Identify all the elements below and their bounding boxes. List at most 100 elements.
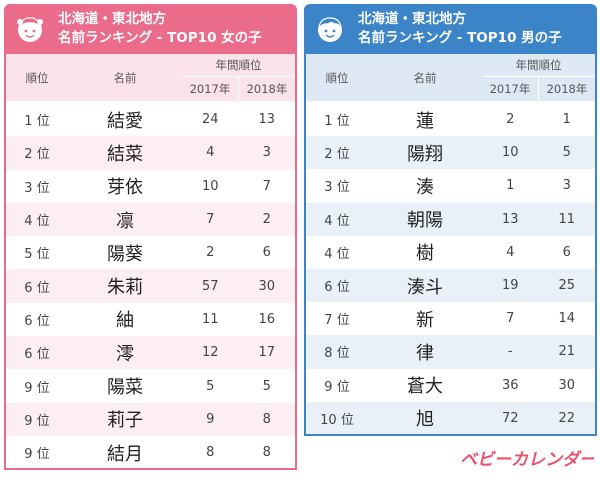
yearly-rank-header-group: 年間順位 2017年 2018年 xyxy=(482,54,595,101)
name-cell: 湊 xyxy=(416,176,434,198)
rank-cell: 1 位 xyxy=(24,114,50,130)
name-cell: 新 xyxy=(416,309,434,331)
girls-column-headers: 順位 名前 年間順位 2017年 2018年 xyxy=(6,54,295,103)
year-2018-header: 2018年 xyxy=(546,82,588,96)
name-cell: 陽葵 xyxy=(107,243,143,265)
rank-2018-cell: 3 xyxy=(262,145,271,161)
table-row: 6 位 澪 12 17 xyxy=(6,336,295,370)
table-row: 3 位 芽依 10 7 xyxy=(6,170,295,203)
table-row: 10 位 旭 72 22 xyxy=(306,401,595,434)
yearly-rank-header-group: 年間順位 2017年 2018年 xyxy=(182,54,295,101)
table-row: 6 位 湊斗 19 25 xyxy=(306,268,595,303)
rank-cell: 2 位 xyxy=(24,147,50,163)
name-cell: 凛 xyxy=(116,210,134,232)
rank-cell: 9 位 xyxy=(324,379,350,395)
boys-ranking-panel: 北海道・東北地方 名前ランキング - TOP10 男の子 順位 名前 年間順位 … xyxy=(304,4,597,436)
name-cell: 蒼大 xyxy=(407,376,443,398)
name-cell: 紬 xyxy=(116,310,134,332)
table-row: 6 位 紬 11 16 xyxy=(6,303,295,336)
rank-2017-cell: 1 xyxy=(506,178,515,194)
rank-2018-cell: 5 xyxy=(262,378,271,394)
table-row: 9 位 陽菜 5 5 xyxy=(6,369,295,402)
rank-2018-cell: 21 xyxy=(558,344,576,360)
name-cell: 澪 xyxy=(116,343,134,365)
rank-2017-cell: 2 xyxy=(506,112,515,128)
rank-2018-cell: 22 xyxy=(558,410,576,426)
rank-2018-cell: 2 xyxy=(262,212,271,228)
table-row: 8 位 律 - 21 xyxy=(306,335,595,369)
rank-column-header: 順位 xyxy=(25,70,49,85)
rank-2017-cell: 8 xyxy=(206,445,215,461)
rank-2018-cell: 14 xyxy=(558,311,576,327)
name-column-header: 名前 xyxy=(413,70,437,85)
table-row: 6 位 朱莉 57 30 xyxy=(6,269,295,303)
rank-2017-cell: 13 xyxy=(501,211,519,227)
name-cell: 莉子 xyxy=(107,410,143,432)
rank-2017-cell: - xyxy=(507,344,513,360)
rank-2017-cell: 5 xyxy=(206,378,215,394)
girls-panel-header: 北海道・東北地方 名前ランキング - TOP10 女の子 xyxy=(4,4,297,54)
girls-table: 順位 名前 年間順位 2017年 2018年 1 位 結愛 24 13 2 位 結菜 4 3 3… xyxy=(4,54,297,470)
rank-2017-cell: 10 xyxy=(501,145,519,161)
rank-cell: 10 位 xyxy=(320,412,354,428)
name-cell: 陽翔 xyxy=(407,143,443,165)
rank-2018-cell: 30 xyxy=(558,377,576,393)
year-2017-header: 2017年 xyxy=(182,77,239,101)
rank-cell: 5 位 xyxy=(24,247,50,263)
rank-2017-cell: 12 xyxy=(201,345,219,361)
year-2017-header: 2017年 xyxy=(482,77,539,101)
rank-2017-cell: 9 xyxy=(206,411,215,427)
rank-2017-cell: 24 xyxy=(201,112,219,128)
name-cell: 湊斗 xyxy=(407,276,443,298)
girl-face-icon xyxy=(17,17,43,42)
table-row: 4 位 樹 4 6 xyxy=(306,236,595,269)
name-cell: 律 xyxy=(416,342,434,364)
rank-2018-cell: 16 xyxy=(258,311,276,327)
name-cell: 結愛 xyxy=(107,110,143,132)
yearly-rank-header: 年間順位 xyxy=(182,54,295,77)
rank-2017-cell: 19 xyxy=(501,278,519,294)
rank-2018-cell: 1 xyxy=(562,112,571,128)
year-2018-header: 2018年 xyxy=(246,82,288,96)
rank-cell: 2 位 xyxy=(324,147,350,163)
rank-2017-cell: 4 xyxy=(506,244,515,260)
rank-2017-cell: 36 xyxy=(501,377,519,393)
rank-cell: 6 位 xyxy=(24,280,50,296)
rank-2017-cell: 4 xyxy=(206,145,215,161)
rank-2017-cell: 57 xyxy=(201,278,219,294)
rank-2018-cell: 8 xyxy=(262,445,271,461)
name-cell: 旭 xyxy=(416,409,434,431)
babycalendar-logo: ベビーカレンダー xyxy=(462,450,594,470)
logo-text: ベビーカレンダー xyxy=(462,450,594,470)
rank-cell: 3 位 xyxy=(324,180,350,196)
table-row: 9 位 蒼大 36 30 xyxy=(306,369,595,402)
girls-title-region: 北海道・東北地方 xyxy=(58,11,166,27)
name-cell: 陽菜 xyxy=(107,377,143,399)
table-row: 1 位 結愛 24 13 xyxy=(6,103,295,136)
name-cell: 朱莉 xyxy=(107,277,143,299)
table-row: 2 位 結菜 4 3 xyxy=(6,136,295,170)
rank-2017-cell: 7 xyxy=(506,311,515,327)
rank-2018-cell: 8 xyxy=(262,411,271,427)
table-row: 7 位 新 7 14 xyxy=(306,302,595,335)
yearly-rank-header: 年間順位 xyxy=(482,54,595,77)
rank-2018-cell: 7 xyxy=(262,178,271,194)
name-cell: 樹 xyxy=(416,243,434,265)
rank-2018-cell: 30 xyxy=(258,278,276,294)
rank-cell: 7 位 xyxy=(324,313,350,329)
name-cell: 結菜 xyxy=(107,143,143,165)
rank-cell: 9 位 xyxy=(24,447,50,463)
boys-panel-header: 北海道・東北地方 名前ランキング - TOP10 男の子 xyxy=(304,4,597,54)
rank-cell: 6 位 xyxy=(24,347,50,363)
name-cell: 蓮 xyxy=(416,110,434,132)
name-cell: 結月 xyxy=(107,443,143,465)
rank-cell: 4 位 xyxy=(324,213,350,229)
rank-2018-cell: 6 xyxy=(262,245,271,261)
rank-2018-cell: 17 xyxy=(258,345,276,361)
rank-cell: 4 位 xyxy=(24,214,50,230)
rank-cell: 6 位 xyxy=(24,313,50,329)
rank-cell: 3 位 xyxy=(24,180,50,196)
table-row: 3 位 湊 1 3 xyxy=(306,169,595,202)
